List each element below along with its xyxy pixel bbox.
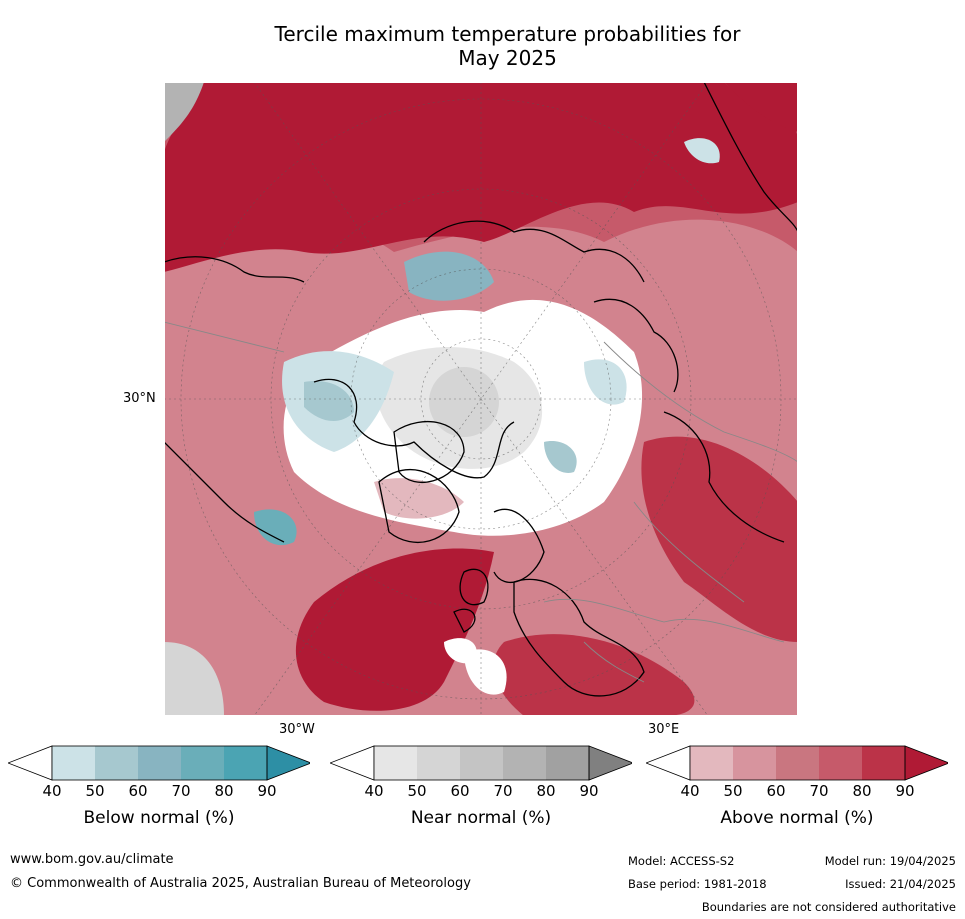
- colorbar-tick-label: 70: [809, 782, 829, 800]
- colorbar-above-label: Above normal (%): [720, 808, 874, 828]
- colorbar-max-extend: [904, 745, 948, 781]
- colorbar-tick-label: 80: [536, 782, 556, 800]
- lat-label-30n: 30°N: [123, 391, 156, 406]
- colorbar-segment: [546, 746, 589, 780]
- colorbar-near-normal: [330, 744, 632, 782]
- copyright-text: © Commonwealth of Australia 2025, Austra…: [10, 876, 471, 891]
- colorbar-tick-label: 50: [723, 782, 743, 800]
- coastlines: [164, 82, 798, 697]
- colorbar-tick-label: 70: [493, 782, 513, 800]
- probability-map[interactable]: [164, 82, 798, 716]
- colorbar-below-label: Below normal (%): [83, 808, 235, 828]
- colorbar-tick-label: 90: [257, 782, 277, 800]
- colorbar-tick-label: 50: [407, 782, 427, 800]
- colorbar-below-ticks: 40 50 60 70 80 90: [8, 782, 310, 802]
- colorbar-min-extend: [8, 745, 53, 781]
- colorbar-min-extend: [330, 745, 375, 781]
- colorbar-tick-label: 50: [85, 782, 105, 800]
- colorbar-segment: [862, 746, 905, 780]
- model-run-info: Model run: 19/04/2025: [824, 854, 956, 868]
- colorbar-tick-label: 80: [852, 782, 872, 800]
- disclaimer-text: Boundaries are not considered authoritat…: [701, 900, 956, 914]
- lon-label-30w: 30°W: [279, 722, 315, 737]
- colorbar-segment: [374, 746, 417, 780]
- model-info: Model: ACCESS-S2: [628, 854, 735, 868]
- colorbar-segment: [138, 746, 181, 780]
- colorbar-segment: [733, 746, 776, 780]
- colorbar-segment: [417, 746, 460, 780]
- colorbar-segment: [690, 746, 733, 780]
- colorbar-segment: [224, 746, 267, 780]
- colorbar-max-extend: [588, 745, 632, 781]
- colorbar-segment: [819, 746, 862, 780]
- map-title: Tercile maximum temperature probabilitie…: [160, 22, 855, 70]
- country-borders: [164, 321, 798, 683]
- colorbar-min-extend: [646, 745, 691, 781]
- colorbar-tick-label: 60: [450, 782, 470, 800]
- region-above-dark-atlantic: [295, 548, 494, 711]
- colorbar-near-ticks: 40 50 60 70 80 90: [330, 782, 632, 802]
- title-line-2: May 2025: [458, 46, 557, 70]
- region-above-asia: [641, 436, 798, 642]
- colorbar-near-label: Near normal (%): [410, 808, 552, 828]
- colorbar-tick-label: 70: [171, 782, 191, 800]
- greenland-coast: [378, 469, 460, 544]
- base-period-info: Base period: 1981-2018: [628, 877, 767, 891]
- colorbar-segment: [776, 746, 819, 780]
- colorbar-tick-label: 60: [766, 782, 786, 800]
- colorbar-segment: [52, 746, 95, 780]
- colorbar-segment: [503, 746, 546, 780]
- title-line-1: Tercile maximum temperature probabilitie…: [274, 22, 741, 46]
- colorbar-tick-label: 90: [579, 782, 599, 800]
- colorbar-max-extend: [266, 745, 310, 781]
- colorbar-tick-label: 80: [214, 782, 234, 800]
- website-link[interactable]: www.bom.gov.au/climate: [10, 852, 174, 867]
- colorbar-tick-label: 90: [895, 782, 915, 800]
- colorbar-tick-label: 40: [42, 782, 62, 800]
- colorbar-segment: [181, 746, 224, 780]
- colorbar-segment: [95, 746, 138, 780]
- colorbar-above-ticks: 40 50 60 70 80 90: [646, 782, 948, 802]
- colorbar-segment: [460, 746, 503, 780]
- colorbar-above-normal: [646, 744, 948, 782]
- region-below-normal-siberia: [404, 251, 494, 301]
- issued-info: Issued: 21/04/2025: [845, 877, 956, 891]
- lon-label-30e: 30°E: [648, 722, 680, 737]
- colorbar-tick-label: 40: [364, 782, 384, 800]
- colorbar-tick-label: 40: [680, 782, 700, 800]
- colorbar-below-normal: [8, 744, 310, 782]
- colorbar-tick-label: 60: [128, 782, 148, 800]
